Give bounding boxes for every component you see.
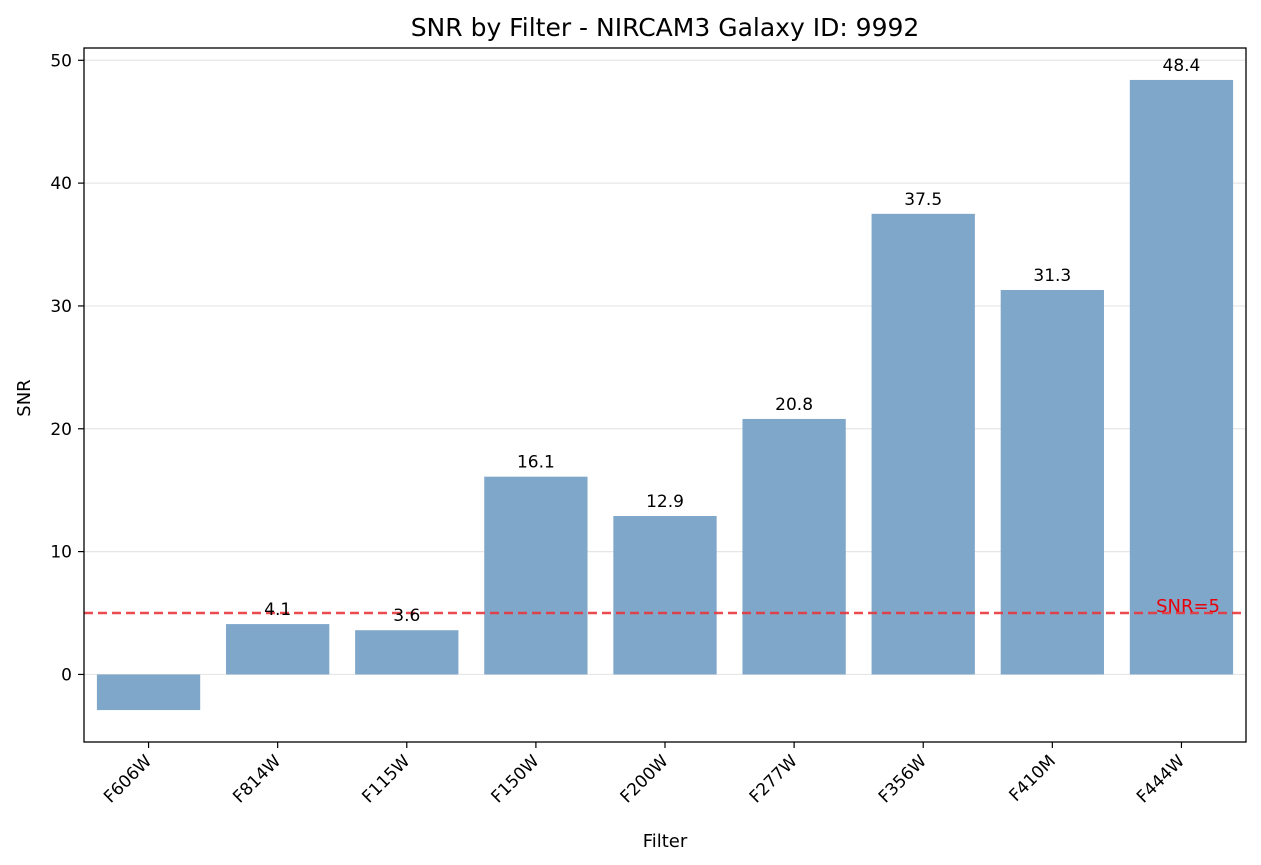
data-label-f115w: 3.6 bbox=[393, 606, 420, 626]
bar-f410m bbox=[1000, 289, 1104, 675]
x-tick-label: F277W bbox=[746, 751, 802, 807]
x-tick-label: F150W bbox=[488, 751, 544, 807]
x-tick-label: F814W bbox=[229, 751, 285, 807]
data-label-f150w: 16.1 bbox=[517, 453, 555, 473]
y-tick-label: 10 bbox=[50, 543, 72, 563]
data-labels-layer: 4.1 3.6 16.1 12.9 20.8 37.5 31.3 48.4 bbox=[264, 56, 1200, 626]
bar-f277w bbox=[742, 418, 846, 675]
y-tick-label: 20 bbox=[50, 420, 72, 440]
bar-f814w bbox=[226, 624, 330, 675]
x-tick-label: F606W bbox=[100, 751, 156, 807]
reference-layer: SNR=5 bbox=[84, 596, 1246, 617]
bar-f200w bbox=[613, 515, 717, 675]
x-tick-label: F410M bbox=[1005, 751, 1059, 805]
data-label-f410m: 31.3 bbox=[1033, 266, 1071, 286]
x-tick-label: F200W bbox=[617, 751, 673, 807]
bar-f115w bbox=[355, 630, 459, 675]
bar-f356w bbox=[871, 213, 975, 675]
data-label-f277w: 20.8 bbox=[775, 395, 813, 415]
chart-title: SNR by Filter - NIRCAM3 Galaxy ID: 9992 bbox=[411, 13, 920, 42]
bar-f444w bbox=[1129, 79, 1234, 675]
y-axis-label: SNR bbox=[14, 379, 35, 416]
data-label-f356w: 37.5 bbox=[904, 190, 942, 210]
x-tick-label: F115W bbox=[358, 751, 414, 807]
bars-layer bbox=[96, 79, 1234, 711]
snr-threshold-label: SNR=5 bbox=[1156, 596, 1220, 617]
y-tick-label: 40 bbox=[50, 174, 72, 194]
bar-f606w bbox=[96, 674, 201, 711]
y-tick-label: 30 bbox=[50, 297, 72, 317]
x-axis-label: Filter bbox=[643, 831, 688, 852]
x-tick-label: F444W bbox=[1133, 751, 1189, 807]
data-label-f200w: 12.9 bbox=[646, 492, 684, 512]
y-tick-label: 0 bbox=[61, 665, 72, 685]
data-label-f814w: 4.1 bbox=[264, 600, 291, 620]
bar-f150w bbox=[484, 476, 588, 675]
x-tick-label: F356W bbox=[875, 751, 931, 807]
data-label-f444w: 48.4 bbox=[1163, 56, 1201, 76]
y-tick-label: 50 bbox=[50, 51, 72, 71]
